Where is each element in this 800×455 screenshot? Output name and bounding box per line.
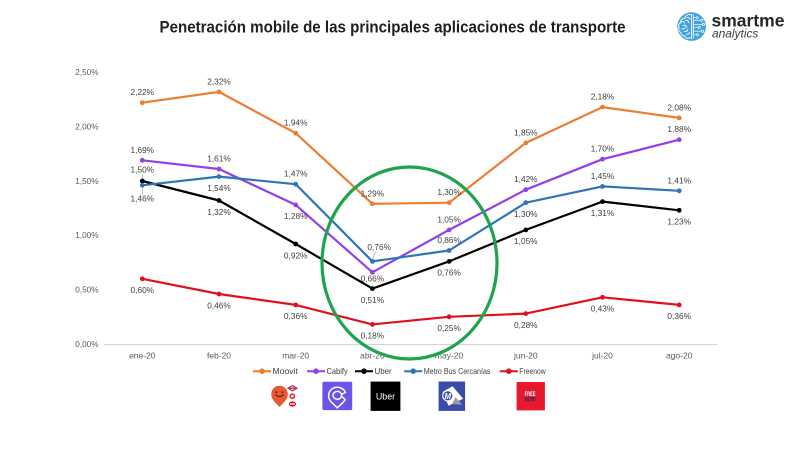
- svg-text:1,31%: 1,31%: [591, 208, 615, 218]
- svg-text:2,18%: 2,18%: [591, 92, 615, 102]
- svg-text:NOW: NOW: [525, 397, 536, 404]
- svg-text:0,86%: 0,86%: [437, 235, 461, 245]
- svg-text:1,05%: 1,05%: [514, 236, 538, 246]
- svg-text:0,00%: 0,00%: [75, 340, 98, 349]
- svg-text:2,50%: 2,50%: [75, 68, 98, 77]
- svg-text:M: M: [445, 392, 452, 401]
- svg-text:2,32%: 2,32%: [207, 76, 231, 86]
- svg-text:jun-20: jun-20: [513, 350, 538, 360]
- svg-text:1,23%: 1,23%: [667, 217, 691, 227]
- svg-text:2,00%: 2,00%: [75, 123, 98, 132]
- svg-text:1,50%: 1,50%: [75, 177, 98, 186]
- svg-text:0,18%: 0,18%: [361, 331, 385, 341]
- svg-text:ene-20: ene-20: [129, 350, 156, 360]
- svg-text:1,94%: 1,94%: [284, 118, 308, 128]
- svg-text:Penetración mobile de las prin: Penetración mobile de las principales ap…: [160, 18, 626, 37]
- svg-text:1,42%: 1,42%: [514, 174, 538, 184]
- svg-text:1,45%: 1,45%: [591, 171, 615, 181]
- svg-text:1,69%: 1,69%: [131, 145, 155, 155]
- svg-text:1,50%: 1,50%: [131, 165, 155, 175]
- svg-text:0,76%: 0,76%: [367, 242, 391, 252]
- svg-text:1,00%: 1,00%: [75, 231, 98, 240]
- svg-text:0,28%: 0,28%: [514, 320, 538, 330]
- svg-text:1,47%: 1,47%: [284, 169, 308, 179]
- svg-text:1,46%: 1,46%: [131, 194, 155, 204]
- svg-text:Freenow: Freenow: [519, 367, 546, 376]
- svg-text:1,85%: 1,85%: [514, 127, 538, 137]
- svg-text:1,30%: 1,30%: [437, 187, 461, 197]
- svg-text:0,36%: 0,36%: [284, 311, 308, 321]
- svg-text:0,76%: 0,76%: [437, 268, 461, 278]
- svg-text:0,43%: 0,43%: [591, 304, 615, 314]
- svg-text:0,51%: 0,51%: [361, 295, 385, 305]
- svg-text:ago-20: ago-20: [666, 350, 693, 360]
- svg-text:feb-20: feb-20: [207, 350, 231, 360]
- svg-text:2,22%: 2,22%: [131, 87, 155, 97]
- svg-text:jul-20: jul-20: [591, 350, 613, 360]
- svg-text:1,28%: 1,28%: [284, 211, 308, 221]
- svg-text:2,08%: 2,08%: [667, 102, 691, 112]
- svg-text:Uber: Uber: [375, 367, 393, 376]
- svg-text:mar-20: mar-20: [282, 350, 309, 360]
- svg-text:1,61%: 1,61%: [207, 154, 231, 164]
- svg-text:1,54%: 1,54%: [207, 183, 231, 193]
- svg-text:1,30%: 1,30%: [514, 209, 538, 219]
- svg-text:Metro Bus Cercanías: Metro Bus Cercanías: [424, 367, 491, 376]
- svg-text:Uber: Uber: [376, 391, 395, 402]
- svg-text:0,46%: 0,46%: [207, 300, 231, 310]
- svg-text:Moovit: Moovit: [273, 367, 299, 376]
- svg-text:0,50%: 0,50%: [75, 286, 98, 295]
- svg-text:0,36%: 0,36%: [667, 311, 691, 321]
- svg-text:0,25%: 0,25%: [437, 323, 461, 333]
- svg-text:0,66%: 0,66%: [361, 274, 385, 284]
- svg-text:Cabify: Cabify: [327, 367, 348, 376]
- svg-text:1,88%: 1,88%: [667, 124, 691, 134]
- svg-text:analytics: analytics: [712, 26, 758, 40]
- svg-text:1,29%: 1,29%: [361, 188, 385, 198]
- svg-text:1,41%: 1,41%: [667, 175, 691, 185]
- svg-text:0,92%: 0,92%: [284, 250, 308, 260]
- svg-text:1,70%: 1,70%: [591, 144, 615, 154]
- svg-text:0,60%: 0,60%: [131, 285, 155, 295]
- svg-text:1,05%: 1,05%: [437, 214, 461, 224]
- svg-text:1,32%: 1,32%: [207, 207, 231, 217]
